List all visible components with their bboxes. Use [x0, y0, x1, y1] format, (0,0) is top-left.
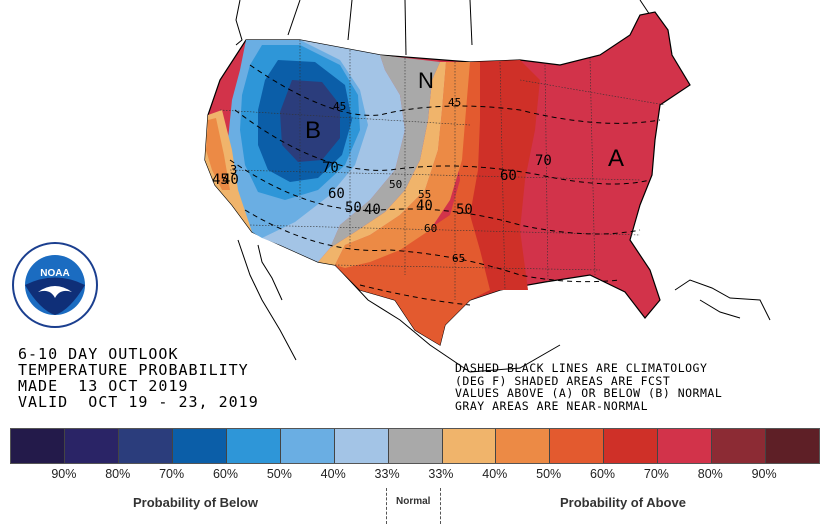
outlook-valid: VALID OCT 19 - 23, 2019 [18, 393, 259, 411]
normal-marker: N [418, 68, 434, 93]
probability-label: 90% [751, 467, 777, 481]
legend-note: DASHED BLACK LINES ARE CLIMATOLOGY (DEG … [455, 362, 722, 412]
border-lines [235, 0, 771, 373]
above-marker: A [608, 145, 624, 172]
clim-label: 3 [230, 163, 237, 177]
note-line: (DEG F) SHADED AREAS ARE FCST [455, 373, 671, 388]
clim-label: 65 [452, 252, 465, 265]
clim-label: 50 [389, 178, 402, 191]
probability-label: 50% [536, 467, 562, 481]
climatology-lines [229, 64, 661, 306]
clim-label: 45 [212, 172, 229, 188]
colorbar-swatch [604, 429, 659, 463]
clim-label: 40 [364, 202, 381, 218]
clim-label: 60 [328, 186, 345, 202]
region-west-above-40 [206, 118, 230, 190]
colorbar-swatch [280, 429, 335, 463]
divider-left [386, 488, 387, 524]
probability-label: 90% [51, 467, 77, 481]
normal-title: Normal [396, 496, 431, 507]
probability-label: 40% [320, 467, 346, 481]
colorbar-swatch [766, 429, 820, 463]
climatology-label-group: 45 45 70 60 50 40 50 55 40 50 60 65 60 7… [212, 96, 552, 265]
colorbar-swatch [64, 429, 119, 463]
region-above-50 [335, 62, 490, 345]
noaa-logo: NOAA [12, 242, 98, 328]
note-line: GRAY AREAS ARE NEAR-NORMAL [455, 398, 649, 413]
divider-right [440, 488, 441, 524]
colorbar-swatch [442, 429, 497, 463]
outlook-subtitle: TEMPERATURE PROBABILITY [18, 361, 249, 379]
region-normal [330, 55, 440, 248]
clim-label: 45 [333, 100, 346, 113]
clim-label: 70 [322, 160, 339, 176]
colorbar-swatch [118, 429, 173, 463]
clim-label: 45 [448, 96, 461, 109]
probability-label: 33% [374, 467, 400, 481]
clim-label: 50 [456, 202, 473, 218]
probability-label: 50% [266, 467, 292, 481]
forecast-map: 45 45 70 60 50 40 50 55 40 50 60 65 60 7… [12, 0, 771, 373]
colorbar-swatch [388, 429, 443, 463]
outlook-title: 6-10 DAY OUTLOOK [18, 345, 179, 363]
probability-label: 80% [697, 467, 723, 481]
probability-label: 70% [643, 467, 669, 481]
outlook-info: 6-10 DAY OUTLOOK TEMPERATURE PROBABILITY… [18, 346, 259, 410]
clim-label: 60 [424, 222, 437, 235]
probability-colorbar [10, 428, 820, 464]
colorbar-swatch [550, 429, 605, 463]
outlook-made: MADE 13 OCT 2019 [18, 377, 189, 395]
region-above-33 [318, 62, 446, 265]
below-marker: B [305, 117, 321, 144]
probability-label: 80% [105, 467, 131, 481]
probability-label: 33% [428, 467, 454, 481]
clim-label: 50 [345, 200, 362, 216]
colorbar-swatch [172, 429, 227, 463]
region-below-70 [280, 80, 340, 162]
clim-label: 55 [418, 188, 431, 201]
note-line: VALUES ABOVE (A) OR BELOW (B) NORMAL [455, 386, 723, 400]
colorbar-swatch [11, 429, 65, 463]
clim-label: 60 [500, 168, 517, 184]
above-title: Probability of Above [560, 495, 686, 510]
clim-label: 40 [416, 198, 433, 214]
probability-label: 40% [482, 467, 508, 481]
region-above-40 [335, 62, 470, 268]
probability-label: 60% [212, 467, 238, 481]
colorbar-swatch [712, 429, 767, 463]
clim-label: 70 [535, 153, 552, 169]
clim-label: 40 [222, 172, 239, 188]
noaa-logo-text: NOAA [40, 268, 69, 279]
colorbar-swatch [496, 429, 551, 463]
colorbar-swatch [658, 429, 713, 463]
probability-label: 60% [590, 467, 616, 481]
state-lines [219, 40, 666, 300]
colorbar-swatch [226, 429, 281, 463]
below-title: Probability of Below [133, 495, 258, 510]
map-svg: 45 45 70 60 50 40 50 55 40 50 60 65 60 7… [12, 0, 771, 373]
probability-labels: 90% 80% 70% 60% 50% 40% 33% 33% 40% 50% 60% 70% 80% 9… [10, 467, 818, 483]
colorbar-swatch [334, 429, 389, 463]
note-line: DASHED BLACK LINES ARE CLIMATOLOGY [455, 361, 708, 375]
probability-label: 70% [159, 467, 185, 481]
